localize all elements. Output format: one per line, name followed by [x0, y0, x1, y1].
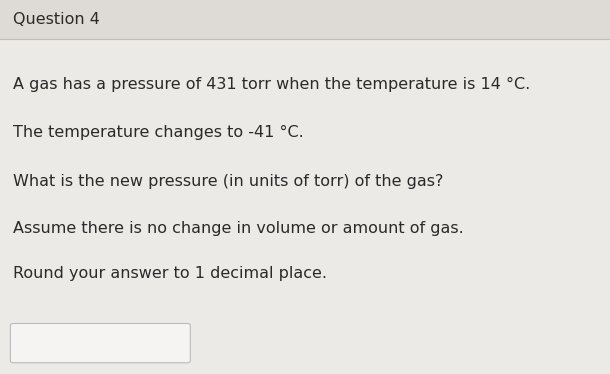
FancyBboxPatch shape — [0, 0, 610, 39]
FancyBboxPatch shape — [10, 324, 190, 363]
Text: The temperature changes to -41 °C.: The temperature changes to -41 °C. — [13, 125, 304, 140]
Text: Assume there is no change in volume or amount of gas.: Assume there is no change in volume or a… — [13, 221, 464, 236]
Text: Question 4: Question 4 — [13, 12, 100, 27]
Text: Round your answer to 1 decimal place.: Round your answer to 1 decimal place. — [13, 266, 328, 281]
Text: A gas has a pressure of 431 torr when the temperature is 14 °C.: A gas has a pressure of 431 torr when th… — [13, 77, 531, 92]
Text: What is the new pressure (in units of torr) of the gas?: What is the new pressure (in units of to… — [13, 174, 444, 189]
